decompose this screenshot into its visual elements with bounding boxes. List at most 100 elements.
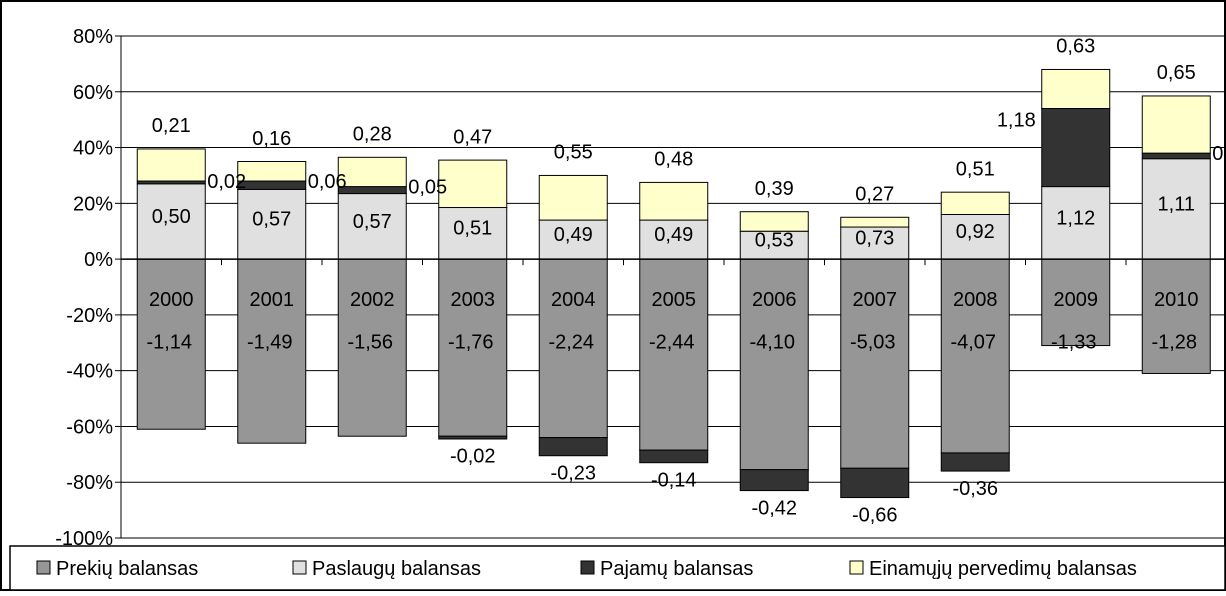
bar-prekiu-2005 xyxy=(639,258,709,451)
legend-label-prekiu: Prekių balansas xyxy=(56,558,198,580)
bar-pajamu-2007 xyxy=(840,467,910,499)
x-axis: 2000 2001 2002 2003 2004 2005 2006 2007 2008 2009… xyxy=(120,258,1226,311)
bar-paslaugu-2009 xyxy=(1041,186,1111,260)
x-tick-label: 2007 xyxy=(853,289,898,311)
label-paslaugu-2008: 0,92 xyxy=(956,221,995,243)
label-einamuju-2009: 0,63 xyxy=(1056,36,1095,58)
legend: Prekių balansas Paslaugų balansas Pajamų… xyxy=(9,545,1226,591)
bar-pajamu-2005 xyxy=(639,449,709,464)
label-einamuju-2008: 0,51 xyxy=(956,158,995,180)
bar-pajamu-2010 xyxy=(1141,152,1211,160)
label-prekiu-2004: -2,24 xyxy=(548,331,594,353)
bar-pajamu-2006 xyxy=(739,469,809,492)
y-tick-label: -20% xyxy=(66,305,113,327)
bar-pajamu-2008 xyxy=(940,452,1010,472)
bar-prekiu-2000 xyxy=(136,258,206,430)
bar-prekiu-2009 xyxy=(1041,258,1111,347)
label-prekiu-2008: -4,07 xyxy=(950,331,996,353)
bar-einamuju-2006 xyxy=(739,211,809,232)
bar-prekiu-2002 xyxy=(337,258,407,437)
bar-pajamu-2004 xyxy=(538,437,608,457)
label-prekiu-2002: -1,56 xyxy=(347,331,393,353)
y-axis: 80% 60% 40% 20% 0% -20% -40% -60% -80% -100% xyxy=(55,26,122,550)
bar-einamuju-2000 xyxy=(136,148,206,182)
label-paslaugu-2009: 1,12 xyxy=(1056,207,1095,229)
label-einamuju-2000: 0,21 xyxy=(152,115,191,137)
bar-prekiu-2007 xyxy=(840,258,910,469)
x-tick-label: 2005 xyxy=(652,289,697,311)
bar-einamuju-2008 xyxy=(940,191,1010,215)
bar-einamuju-2003 xyxy=(438,159,508,209)
bar-paslaugu-2010 xyxy=(1141,158,1211,260)
label-pajamu-2007: -0,66 xyxy=(852,504,898,526)
label-einamuju-2006: 0,39 xyxy=(755,178,794,200)
bar-einamuju-2002 xyxy=(337,156,407,188)
bars xyxy=(136,68,1211,499)
label-paslaugu-2004: 0,49 xyxy=(554,224,593,246)
label-paslaugu-2007: 0,73 xyxy=(855,227,894,249)
legend-swatch-pajamu xyxy=(580,560,595,575)
data-labels: -1,14 0,50 0,02 0,21 -1,49 0,57 0,06 0,16 -1,56 0… xyxy=(146,36,1226,527)
y-tick-label: -60% xyxy=(66,416,113,438)
label-prekiu-2000: -1,14 xyxy=(146,331,192,353)
legend-box xyxy=(9,545,1226,591)
label-prekiu-2006: -4,10 xyxy=(749,331,795,353)
x-tick-label: 2009 xyxy=(1054,289,1099,311)
bar-einamuju-2009 xyxy=(1041,68,1111,110)
bar-prekiu-2006 xyxy=(739,258,809,471)
bar-prekiu-2010 xyxy=(1141,258,1211,374)
bar-einamuju-2007 xyxy=(840,216,910,228)
label-paslaugu-2001: 0,57 xyxy=(252,209,291,231)
x-tick-label: 2003 xyxy=(451,289,496,311)
label-pajamu-2003: -0,02 xyxy=(450,446,496,468)
label-einamuju-2007: 0,27 xyxy=(855,184,894,206)
y-tick-label: 40% xyxy=(73,138,113,160)
y-tick-label: -40% xyxy=(66,361,113,383)
x-tick-label: 2006 xyxy=(752,289,797,311)
label-einamuju-2003: 0,47 xyxy=(453,126,492,148)
label-paslaugu-2006: 0,53 xyxy=(755,230,794,252)
x-tick-label: 2001 xyxy=(250,289,295,311)
bar-pajamu-2002 xyxy=(337,186,407,195)
bar-pajamu-2003 xyxy=(438,435,508,440)
label-pajamu-2004: -0,23 xyxy=(550,462,596,484)
x-tick-label: 2000 xyxy=(149,289,194,311)
y-tick-label: 80% xyxy=(73,26,113,48)
y-tick-label: -100% xyxy=(55,528,113,550)
y-tick-label: 0% xyxy=(84,249,113,271)
bar-paslaugu-2002 xyxy=(337,193,407,260)
label-prekiu-2009: -1,33 xyxy=(1051,331,1097,353)
x-tick-label: 2010 xyxy=(1154,289,1199,311)
label-einamuju-2010: 0,65 xyxy=(1157,62,1196,84)
bar-paslaugu-2004 xyxy=(538,219,608,260)
label-einamuju-2005: 0,48 xyxy=(654,149,693,171)
label-paslaugu-2010: 1,11 xyxy=(1158,193,1195,215)
legend-swatch-einamuju xyxy=(849,560,864,575)
y-tick-label: -80% xyxy=(66,472,113,494)
label-paslaugu-2005: 0,49 xyxy=(654,224,693,246)
bar-pajamu-2009 xyxy=(1041,108,1111,188)
label-pajamu-2005: -0,14 xyxy=(651,469,697,491)
label-pajamu-2001: 0,06 xyxy=(308,171,347,193)
bar-paslaugu-2001 xyxy=(237,188,307,260)
label-prekiu-2001: -1,49 xyxy=(247,331,293,353)
bar-einamuju-2001 xyxy=(237,161,307,182)
bar-paslaugu-2006 xyxy=(739,230,809,260)
label-prekiu-2010: -1,28 xyxy=(1151,331,1197,353)
legend-label-einamuju: Einamųjų pervedimų balansas xyxy=(869,558,1137,580)
label-prekiu-2005: -2,44 xyxy=(649,331,695,353)
bar-prekiu-2008 xyxy=(940,258,1010,454)
label-pajamu-2008: -0,36 xyxy=(952,478,998,500)
bar-einamuju-2005 xyxy=(639,181,709,221)
x-tick-label: 2004 xyxy=(551,289,596,311)
y-tick-label: 20% xyxy=(73,193,113,215)
label-einamuju-2004: 0,55 xyxy=(554,142,593,164)
label-paslaugu-2000: 0,50 xyxy=(152,206,191,228)
label-pajamu-2006: -0,42 xyxy=(751,497,797,519)
label-einamuju-2001: 0,16 xyxy=(252,128,291,150)
y-tick-label: 60% xyxy=(73,82,113,104)
legend-swatch-paslaugu xyxy=(292,560,307,575)
label-pajamu-2000: 0,02 xyxy=(207,171,246,193)
